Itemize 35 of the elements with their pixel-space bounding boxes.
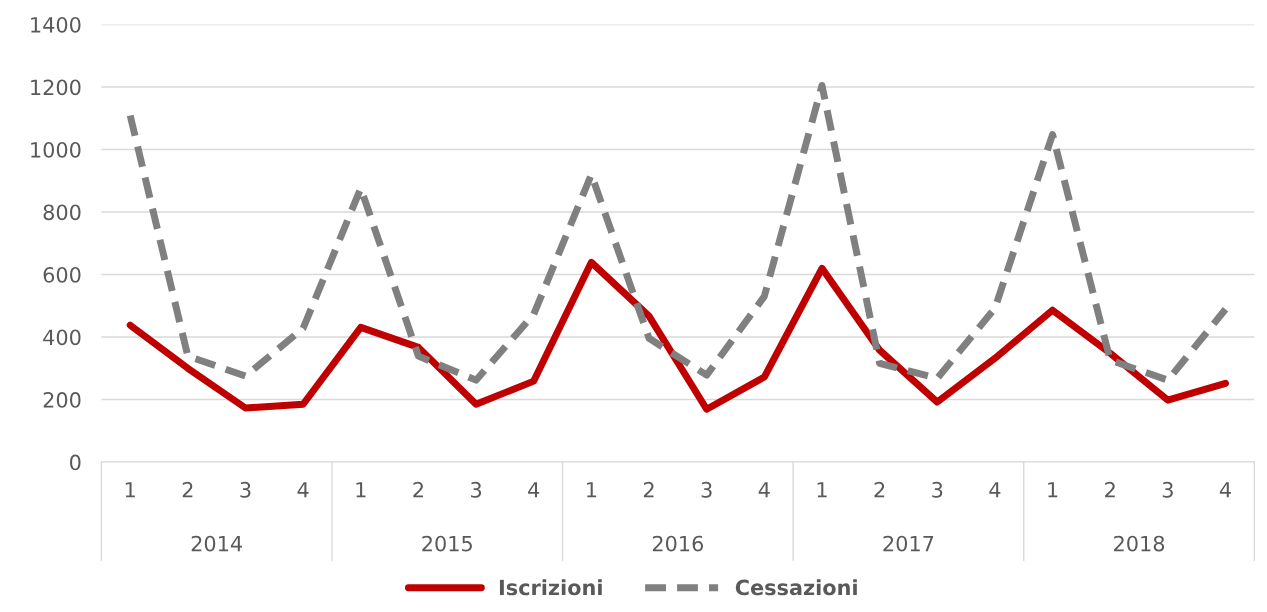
x-tick-label: 4 <box>758 482 770 498</box>
x-tick-label: 2 <box>1105 481 1115 498</box>
x-tick-label: 3 <box>932 481 943 498</box>
y-tick-label: 1200 <box>31 79 81 96</box>
x-tick-label: 3 <box>240 481 251 498</box>
y-tick-label: 800 <box>43 204 81 221</box>
x-tick-label: 1 <box>587 482 597 498</box>
x-tick-label: 4 <box>1219 482 1231 498</box>
x-tick-label: 4 <box>528 482 540 498</box>
y-tick-label: 600 <box>43 266 81 283</box>
y-tick-label: 1400 <box>31 16 81 33</box>
x-tick-label: 4 <box>297 482 309 498</box>
x-tick-label: 1 <box>356 482 366 498</box>
text: 2017 <box>883 535 934 552</box>
text: 2018 <box>1114 535 1165 552</box>
x-tick-label: 2 <box>413 481 423 498</box>
x-tick-label: 2 <box>874 481 885 498</box>
text: 2014 <box>191 535 242 552</box>
y-tick-label: 400 <box>43 329 81 346</box>
x-tick-label: 4 <box>989 482 1001 498</box>
x-tick-label: 3 <box>701 481 712 498</box>
legend-label: Iscrizioni <box>499 579 602 596</box>
legend-label: Cessazioni <box>735 579 857 596</box>
y-tick-label: 1000 <box>31 141 81 158</box>
x-tick-label: 3 <box>471 481 482 498</box>
x-tick-label: 2 <box>643 481 654 498</box>
y-tick-label: 0 <box>70 454 81 471</box>
x-tick-label: 1 <box>1048 482 1058 498</box>
x-tick-label: 3 <box>1162 481 1173 498</box>
text: 2015 <box>422 535 472 552</box>
x-tick-label: 1 <box>125 482 135 498</box>
text: 2016 <box>652 535 704 552</box>
y-tick-label: 200 <box>43 392 81 408</box>
x-tick-label: 2 <box>182 481 193 498</box>
x-tick-label: 1 <box>817 482 827 498</box>
